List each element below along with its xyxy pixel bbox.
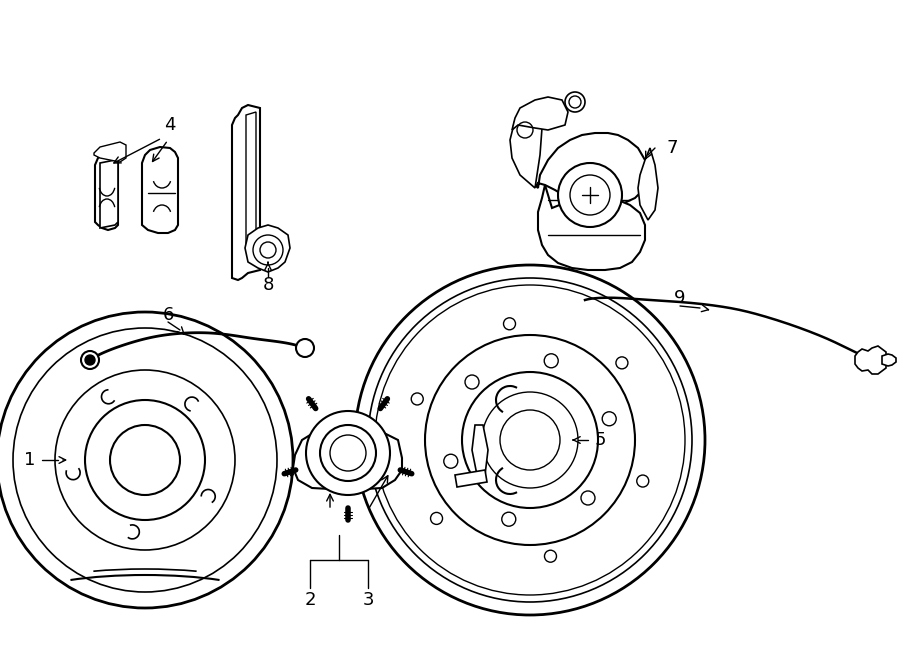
Text: 7: 7: [666, 139, 678, 157]
Polygon shape: [536, 133, 648, 207]
Polygon shape: [246, 112, 256, 244]
Circle shape: [558, 163, 622, 227]
Text: 1: 1: [24, 451, 36, 469]
Polygon shape: [472, 425, 488, 475]
Circle shape: [355, 265, 705, 615]
Text: 8: 8: [262, 276, 274, 294]
Polygon shape: [638, 148, 658, 220]
Polygon shape: [538, 185, 645, 270]
Circle shape: [565, 92, 585, 112]
Polygon shape: [510, 108, 542, 188]
Text: 4: 4: [164, 116, 176, 134]
Circle shape: [253, 235, 283, 265]
Polygon shape: [232, 105, 260, 280]
Circle shape: [81, 351, 99, 369]
Polygon shape: [855, 346, 886, 374]
Text: 9: 9: [674, 289, 686, 307]
Circle shape: [0, 312, 293, 608]
Polygon shape: [293, 428, 402, 490]
Polygon shape: [100, 160, 118, 228]
Circle shape: [306, 411, 390, 495]
Polygon shape: [142, 147, 178, 233]
Circle shape: [85, 355, 95, 365]
Polygon shape: [95, 152, 118, 230]
Text: 5: 5: [594, 431, 606, 449]
Polygon shape: [455, 470, 487, 487]
Polygon shape: [882, 354, 896, 366]
Circle shape: [320, 425, 376, 481]
Text: 3: 3: [362, 591, 374, 609]
Circle shape: [296, 339, 314, 357]
Polygon shape: [245, 225, 290, 272]
Polygon shape: [94, 142, 126, 162]
Circle shape: [462, 372, 598, 508]
Circle shape: [85, 400, 205, 520]
Text: 2: 2: [304, 591, 316, 609]
Polygon shape: [512, 97, 568, 130]
Text: 6: 6: [162, 306, 174, 324]
Circle shape: [425, 335, 635, 545]
